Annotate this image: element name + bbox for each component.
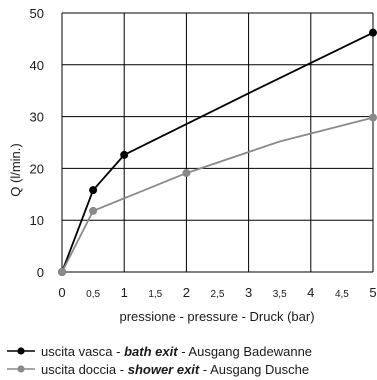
y-tick-label: 30: [30, 110, 44, 125]
y-tick-label: 20: [30, 161, 44, 176]
x-tick-label: 5: [369, 285, 376, 300]
legend-shower-en: shower exit: [127, 361, 200, 377]
x-tick-label: 0: [58, 285, 65, 300]
legend-sep: -: [177, 343, 189, 359]
legend-label-bath: uscita vasca - bath exit - Ausgang Badew…: [41, 344, 312, 359]
series-line-shower: [61, 116, 374, 273]
grid: [61, 12, 374, 273]
y-tick-label: 0: [37, 265, 44, 280]
x-tick-label: 1: [121, 285, 128, 300]
y-axis-label: Q (l/min.): [8, 143, 23, 196]
legend-item-bath: uscita vasca - bath exit - Ausgang Badew…: [6, 343, 312, 359]
data-point-shower: [182, 169, 191, 178]
y-tick-label: 50: [30, 6, 44, 21]
x-tick-label: 4,5: [335, 289, 349, 300]
legend-shower-de: Ausgang Dusche: [210, 361, 310, 377]
legend-marker-shower: [7, 365, 35, 373]
legend-label-shower: uscita doccia - shower exit - Ausgang Du…: [41, 362, 309, 377]
legend-sep: -: [116, 361, 128, 377]
x-tick-label: 3,5: [273, 289, 287, 300]
data-point-bath: [369, 28, 377, 37]
data-point-bath: [120, 150, 129, 159]
series-line-bath: [61, 31, 374, 273]
legend-bath-de: Ausgang Badewanne: [188, 343, 313, 359]
y-tick-label: 10: [30, 213, 44, 228]
legend-sep: -: [112, 343, 125, 359]
x-tick-label: 4: [307, 285, 314, 300]
x-axis-label: pressione - pressure - Druck (bar): [119, 309, 314, 324]
legend-bath-it: uscita vasca: [41, 343, 113, 359]
data-point-shower: [58, 268, 66, 276]
legend-bath-en: bath exit: [124, 343, 178, 359]
x-tick-label: 2: [183, 285, 190, 300]
data-point-shower: [369, 113, 377, 122]
data-point-shower: [89, 206, 98, 215]
legend-marker-bath: [7, 347, 35, 355]
x-tick-label: 2,5: [211, 289, 225, 300]
series-lines: [58, 28, 377, 276]
x-tick-label: 3: [245, 285, 252, 300]
x-tick-label: 0,5: [86, 289, 100, 300]
y-tick-label: 40: [30, 58, 44, 73]
legend-shower-it: uscita doccia: [41, 361, 117, 377]
x-tick-label: 1,5: [148, 289, 162, 300]
legend-item-shower: uscita doccia - shower exit - Ausgang Du…: [6, 361, 309, 377]
data-point-bath: [89, 186, 98, 195]
legend-sep: -: [199, 361, 211, 377]
